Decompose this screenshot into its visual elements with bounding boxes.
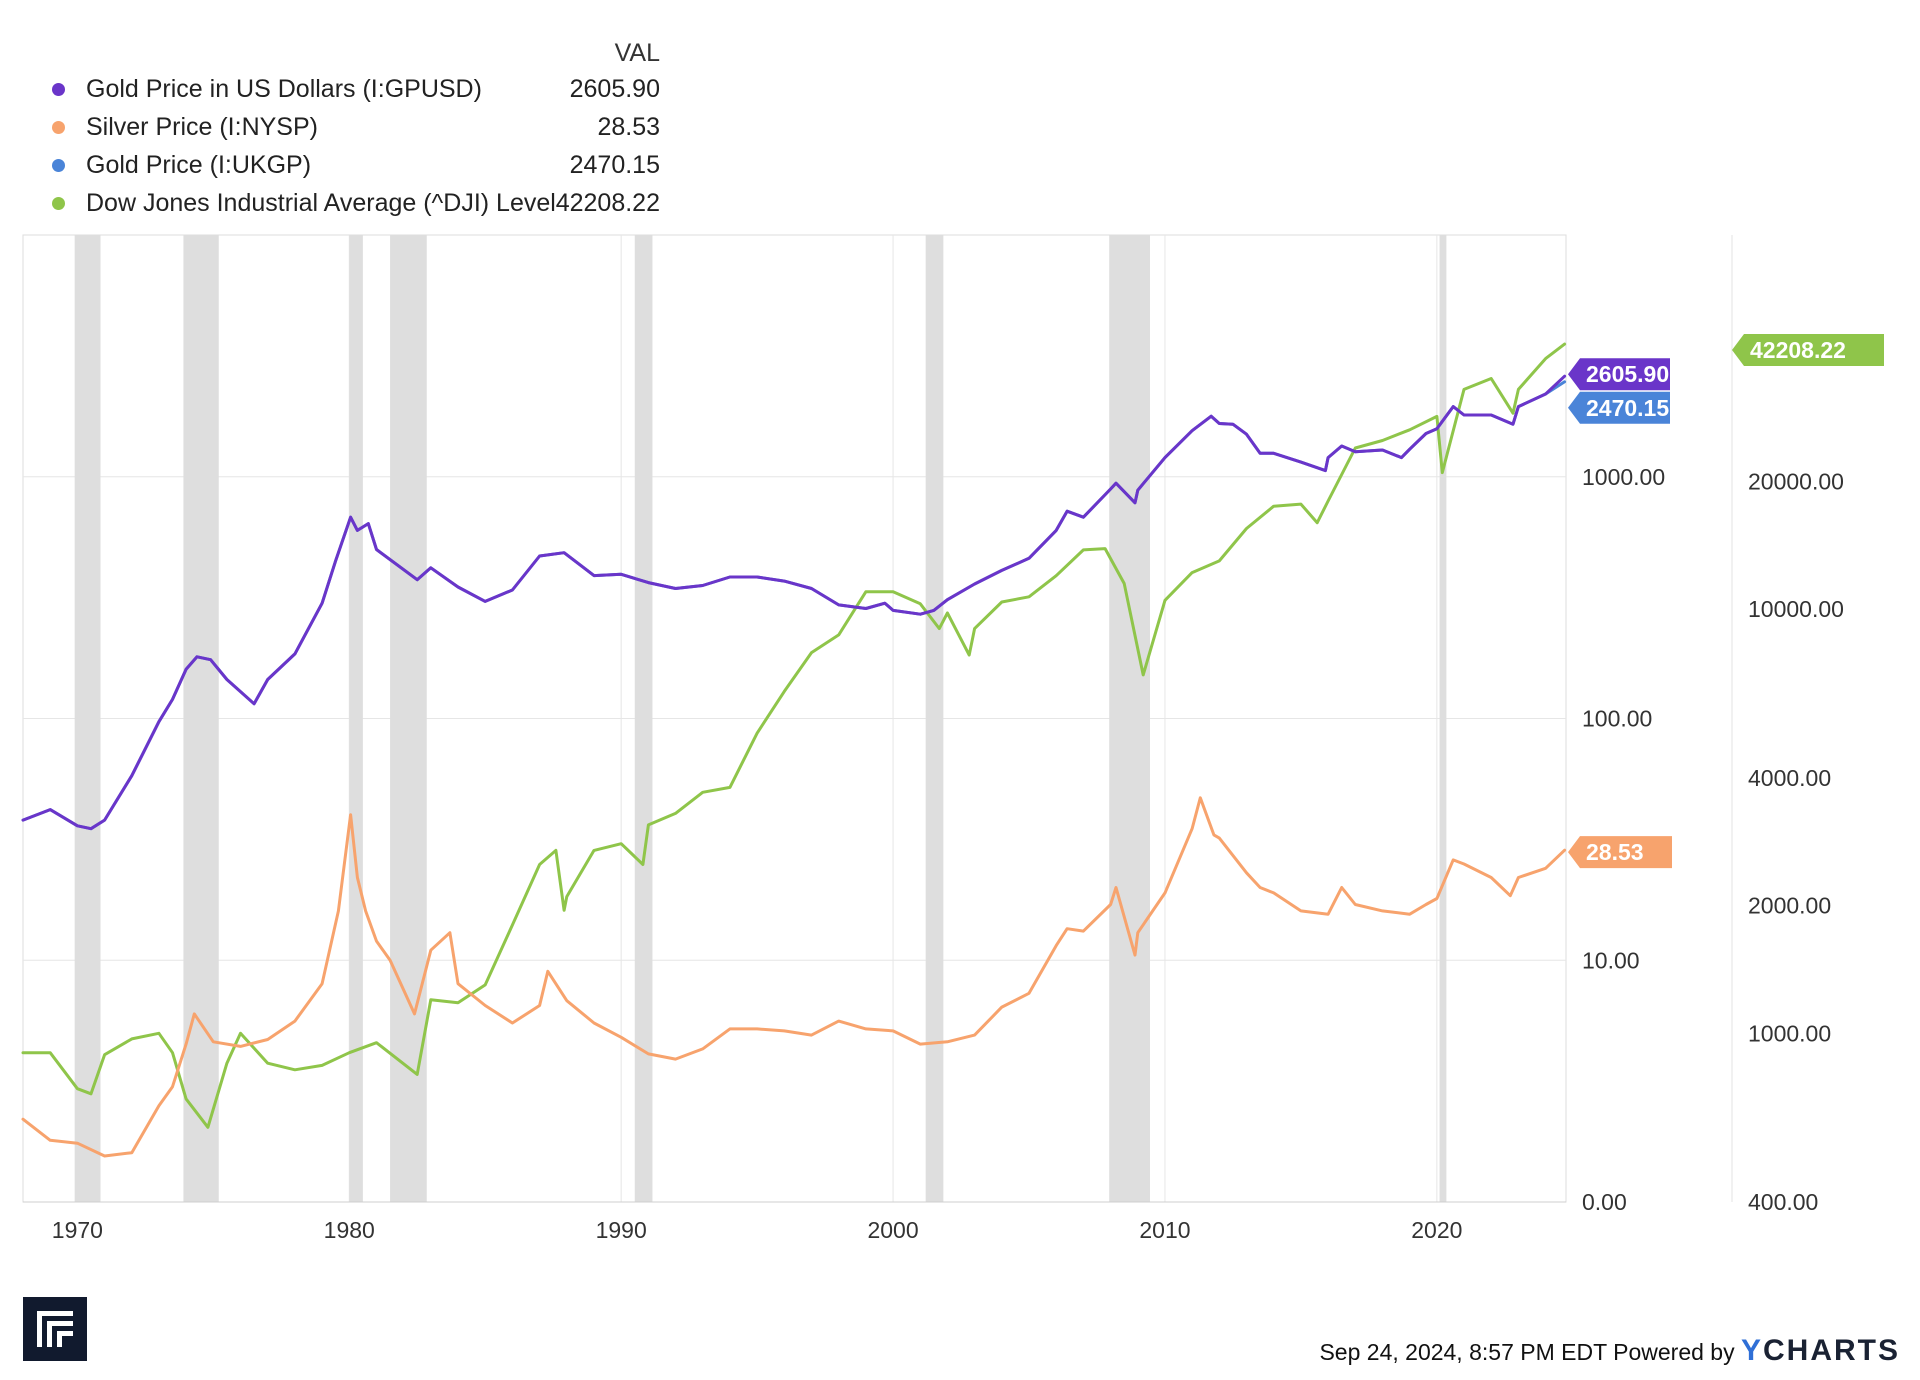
legend-label: Gold Price (I:UKGP) (86, 151, 312, 179)
recession-band (183, 235, 219, 1202)
y-right-tick-label: 1000.00 (1748, 1020, 1831, 1046)
legend-value: 2470.15 (569, 151, 660, 179)
ycharts-logo[interactable]: YCHARTS (1741, 1334, 1900, 1367)
recession-band (1109, 235, 1151, 1202)
gold-uk-flag (1568, 391, 1670, 424)
x-tick-label: 2010 (1139, 1217, 1190, 1243)
chart-legend: VAL Gold Price in US Dollars (I:GPUSD) 2… (40, 36, 660, 222)
gold-usd-flag (1568, 358, 1670, 391)
legend-value: 2605.90 (569, 75, 660, 103)
recession-band (634, 235, 653, 1202)
y-left-tick-label: 0.00 (1582, 1189, 1627, 1215)
logo-mark-icon (37, 1311, 73, 1347)
legend-item-gold-usd: Gold Price in US Dollars (I:GPUSD) 2605.… (40, 70, 660, 108)
y-right-tick-label: 2000.00 (1748, 893, 1831, 919)
legend-label: Dow Jones Industrial Average (^DJI) Leve… (86, 189, 556, 217)
recession-band (925, 235, 944, 1202)
y-right-tick-label: 10000.00 (1748, 596, 1844, 622)
recession-band (349, 235, 363, 1202)
x-tick-label: 2000 (867, 1217, 918, 1243)
y-right-tick-label: 400.00 (1748, 1189, 1818, 1215)
legend-item-dow: Dow Jones Industrial Average (^DJI) Leve… (40, 184, 660, 222)
legend-marker-dow (52, 197, 65, 210)
silver-flag-label: 28.53 (1586, 839, 1644, 865)
y-left-tick-label: 1000.00 (1582, 464, 1665, 490)
fintech-logo (23, 1297, 87, 1361)
recession-band (74, 235, 101, 1202)
ycharts-logo-y: Y (1740, 1334, 1763, 1367)
y-left-tick-label: 100.00 (1582, 706, 1652, 732)
y-right-tick-label: 20000.00 (1748, 469, 1844, 495)
line-chart: 1970 1980 1990 2000 2010 2020 1000.00 100.00 10.… (21, 234, 1884, 1243)
ycharts-logo-rest: CHARTS (1763, 1334, 1900, 1367)
legend-marker-gold-usd (52, 83, 65, 96)
dow-flag (1732, 334, 1884, 367)
y-right-tick-label: 4000.00 (1748, 765, 1831, 791)
series-line-silver-price-i-nysp (21, 796, 1567, 1158)
dow-flag-label: 42208.22 (1750, 337, 1846, 363)
legend-label: Gold Price in US Dollars (I:GPUSD) (86, 75, 482, 103)
series-line-dow-jones-industrial-average-dji-level (21, 342, 1567, 1129)
x-tick-label: 1970 (52, 1217, 103, 1243)
legend-value: 42208.22 (555, 189, 660, 217)
legend-label: Silver Price (I:NYSP) (86, 113, 318, 141)
y-left-tick-label: 10.00 (1582, 947, 1640, 973)
silver-flag (1568, 836, 1672, 869)
recession-band (390, 235, 427, 1202)
x-tick-label: 1980 (324, 1217, 375, 1243)
legend-marker-gold-uk (52, 159, 65, 172)
gold-usd-flag-label: 2605.90 (1586, 361, 1669, 387)
footer-timestamp: Sep 24, 2024, 8:57 PM EDT (1319, 1339, 1607, 1365)
legend-marker-silver (52, 121, 65, 134)
footer-powered-by: Powered by (1613, 1339, 1735, 1365)
legend-value-header: VAL (614, 39, 660, 67)
x-tick-label: 1990 (596, 1217, 647, 1243)
chart-footer: Sep 24, 2024, 8:57 PM EDT Powered by YCH… (1319, 1334, 1900, 1368)
gold-uk-flag-label: 2470.15 (1586, 395, 1669, 421)
legend-value: 28.53 (597, 113, 660, 141)
x-tick-label: 2020 (1411, 1217, 1462, 1243)
recession-band (1439, 235, 1447, 1202)
legend-item-silver: Silver Price (I:NYSP) 28.53 (40, 108, 660, 146)
legend-item-gold-uk: Gold Price (I:UKGP) 2470.15 (40, 146, 660, 184)
series-line-gold-price-in-us-dollars-i-gpusd (21, 374, 1567, 831)
